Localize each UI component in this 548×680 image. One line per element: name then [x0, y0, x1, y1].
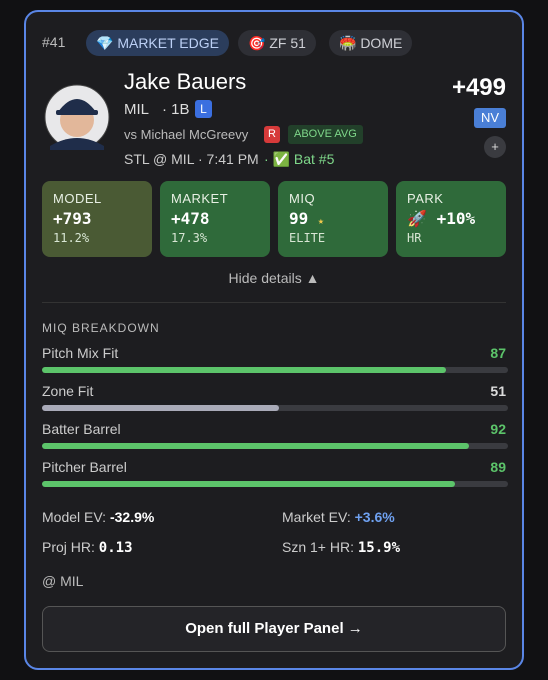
tile-sub: 17.3%	[171, 231, 208, 245]
bar-value: 51	[490, 383, 506, 399]
stat-value: 0.13	[98, 540, 133, 556]
bar-label: Pitch Mix Fit	[42, 345, 119, 361]
divider	[42, 302, 506, 303]
stat-label: Szn 1+ HR:	[282, 539, 354, 555]
stat-label: Proj HR:	[42, 539, 95, 555]
tile-label: MIQ	[289, 191, 316, 206]
book-badge: NV	[474, 108, 506, 128]
stat-value: -32.9%	[109, 509, 155, 525]
player-card: #41 💎 MARKET EDGE 🎯 ZF 51 🏟️ DOME Jake B…	[24, 10, 524, 670]
stat-label: Model EV:	[42, 509, 107, 525]
stat: Szn 1+ HR: 15.9%	[282, 539, 400, 556]
lineup: · ✅ Bat #5	[264, 151, 335, 167]
venue: @ MIL	[42, 573, 84, 589]
tile-value: +478	[171, 209, 210, 228]
opponent: vs Michael McGreevy	[124, 127, 249, 142]
tile: MODEL +793 11.2%	[42, 181, 152, 257]
tile-value: 🚀 +10%	[407, 209, 475, 228]
bar	[42, 443, 469, 449]
tile-icon: 🚀	[407, 209, 427, 228]
section-title: MIQ BREAKDOWN	[42, 321, 160, 335]
tile-icon: ★	[317, 216, 324, 227]
time: · 7:41 PM	[198, 151, 259, 167]
tile-label: MARKET	[171, 191, 229, 206]
toggle-details[interactable]: Hide details ▲	[228, 270, 320, 286]
stat-value: +3.6%	[354, 509, 395, 525]
bar-value: 92	[490, 421, 506, 437]
odds-price: +499	[451, 74, 506, 101]
tile: MIQ 99 ★ ELITE	[278, 181, 388, 257]
bar	[42, 367, 446, 373]
stat-label: Market EV:	[282, 509, 351, 525]
badge: 🏟️ DOME	[329, 30, 413, 56]
stat: Model EV: -32.9%	[42, 509, 154, 525]
badge: 🎯 ZF 51	[238, 30, 316, 56]
tile-value-text: +10%	[436, 209, 476, 228]
tile-sub: HR	[407, 231, 422, 245]
tile-value: +793	[53, 209, 92, 228]
team: MIL	[124, 101, 150, 118]
game: STL @ MIL	[124, 151, 195, 167]
tile: MARKET +478 17.3%	[160, 181, 270, 257]
bar	[42, 481, 455, 487]
add-button[interactable]: +	[484, 136, 506, 158]
tile: PARK 🚀 +10% HR	[396, 181, 506, 257]
open-panel-button[interactable]: Open full Player Panel →	[42, 606, 506, 652]
bar-label: Pitcher Barrel	[42, 459, 127, 475]
pitcher-hand: R	[264, 126, 280, 143]
avatar	[44, 84, 110, 150]
stat-value: 15.9%	[357, 540, 401, 556]
bar	[42, 405, 279, 411]
bar-label: Zone Fit	[42, 383, 94, 399]
stat: Proj HR: 0.13	[42, 539, 133, 556]
tile-value: 99 ★	[289, 209, 324, 228]
bar-value: 87	[490, 345, 506, 361]
tile-sub: 11.2%	[53, 231, 90, 245]
bar-value: 89	[490, 459, 506, 475]
tile-label: PARK	[407, 191, 444, 206]
tile-label: MODEL	[53, 191, 102, 206]
player-name: Jake Bauers	[124, 69, 247, 94]
matchup-tag: ABOVE AVG	[288, 125, 363, 144]
tile-sub: ELITE	[289, 231, 326, 245]
bar-label: Batter Barrel	[42, 421, 121, 437]
badge: 💎 MARKET EDGE	[86, 30, 229, 56]
tile-value-text: 99	[289, 209, 309, 228]
rank: #41	[42, 34, 66, 50]
stat: Market EV: +3.6%	[282, 509, 395, 525]
position: · 1B	[162, 101, 190, 118]
bats-badge: L	[195, 100, 212, 118]
